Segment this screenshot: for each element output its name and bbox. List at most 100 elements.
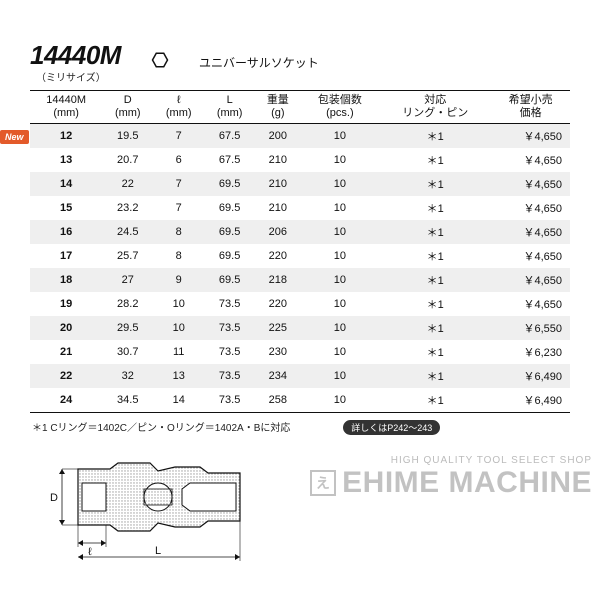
table-cell: 29.5 — [102, 316, 153, 340]
table-cell: 73.5 — [204, 340, 255, 364]
table-cell: ＊1 — [379, 124, 491, 149]
dimension-diagram: D ℓ L — [40, 449, 580, 569]
table-header-line2: (mm) — [34, 107, 98, 120]
table-cell: 69.5 — [204, 172, 255, 196]
table-header-line2: (pcs.) — [305, 107, 376, 120]
table-cell: 73.5 — [204, 316, 255, 340]
table-cell: 10 — [301, 364, 380, 388]
table-cell: ＊1 — [379, 172, 491, 196]
table-cell: ￥4,650 — [491, 196, 570, 220]
model-block: 14440M （ミリサイズ） — [30, 40, 121, 84]
table-header-line1: 包装個数 — [305, 94, 376, 107]
table-cell: ＊1 — [379, 268, 491, 292]
table-cell: 206 — [255, 220, 300, 244]
table-cell: ￥4,650 — [491, 292, 570, 316]
table-cell: 28.2 — [102, 292, 153, 316]
footnote: ＊1 Cリング＝1402C／ピン・Oリング＝1402A・Bに対応 詳しくはP24… — [32, 419, 580, 435]
table-cell: 10 — [301, 172, 380, 196]
table-cell: 210 — [255, 196, 300, 220]
table-cell: 16 — [30, 220, 102, 244]
table-cell: 10 — [153, 316, 204, 340]
table-cell: ￥4,650 — [491, 220, 570, 244]
table-cell: 67.5 — [204, 124, 255, 149]
model-subtitle: （ミリサイズ） — [36, 69, 121, 84]
table-header-cell: 14440M(mm) — [30, 91, 102, 124]
table-cell: 14 — [30, 172, 102, 196]
table-cell: 210 — [255, 172, 300, 196]
table-cell: 15 — [30, 196, 102, 220]
product-name: ユニバーサルソケット — [199, 54, 319, 71]
table-cell: 10 — [301, 316, 380, 340]
table-cell: ＊1 — [379, 148, 491, 172]
table-cell: ￥6,550 — [491, 316, 570, 340]
table-header-line2: (mm) — [208, 107, 251, 120]
table-cell: 69.5 — [204, 268, 255, 292]
table-row: 22321373.523410＊1￥6,490 — [30, 364, 570, 388]
table-row: 1725.7869.522010＊1￥4,650 — [30, 244, 570, 268]
spec-table: 14440M(mm)D(mm)ℓ(mm)L(mm)重量(g)包装個数(pcs.)… — [30, 90, 570, 413]
table-cell: 73.5 — [204, 388, 255, 413]
table-header-line1: 対応 — [383, 94, 487, 107]
table-cell: 19 — [30, 292, 102, 316]
table-cell: 30.7 — [102, 340, 153, 364]
detail-badge: 詳しくはP242～243 — [343, 420, 440, 435]
table-cell: ￥4,650 — [491, 124, 570, 149]
table-cell: 10 — [301, 220, 380, 244]
table-header-line1: 希望小売 — [495, 94, 566, 107]
table-cell: 230 — [255, 340, 300, 364]
table-cell: 12 — [30, 124, 102, 149]
table-cell: 10 — [301, 196, 380, 220]
table-cell: 69.5 — [204, 244, 255, 268]
table-cell: ￥4,650 — [491, 148, 570, 172]
table-cell: 13 — [30, 148, 102, 172]
table-cell: ＊1 — [379, 244, 491, 268]
footnote-text: ＊1 Cリング＝1402C／ピン・Oリング＝1402A・Bに対応 — [32, 423, 290, 434]
table-row: 1928.21073.522010＊1￥4,650 — [30, 292, 570, 316]
table-header-cell: 包装個数(pcs.) — [301, 91, 380, 124]
table-cell: 19.5 — [102, 124, 153, 149]
table-header-cell: 重量(g) — [255, 91, 300, 124]
table-cell: 7 — [153, 124, 204, 149]
header: 14440M （ミリサイズ） ユニバーサルソケット — [30, 40, 580, 84]
model-number: 14440M — [30, 40, 121, 71]
diagram-label-L: L — [155, 545, 161, 557]
table-cell: ＊1 — [379, 388, 491, 413]
table-header-cell: L(mm) — [204, 91, 255, 124]
table-cell: 27 — [102, 268, 153, 292]
table-cell: 225 — [255, 316, 300, 340]
table-cell: 8 — [153, 220, 204, 244]
table-header-cell: ℓ(mm) — [153, 91, 204, 124]
table-header-line1: 14440M — [34, 94, 98, 107]
table-header-cell: 対応リング・ピン — [379, 91, 491, 124]
table-row: 1320.7667.521010＊1￥4,650 — [30, 148, 570, 172]
table-cell: 220 — [255, 244, 300, 268]
new-badge: New — [0, 130, 29, 144]
table-header-line1: D — [106, 94, 149, 107]
table-cell: 73.5 — [204, 292, 255, 316]
table-cell: 24.5 — [102, 220, 153, 244]
table-cell: 18 — [30, 268, 102, 292]
table-cell: 17 — [30, 244, 102, 268]
table-cell: 20.7 — [102, 148, 153, 172]
table-cell: 10 — [301, 340, 380, 364]
table-cell: ＊1 — [379, 340, 491, 364]
table-cell: 10 — [153, 292, 204, 316]
table-cell: ￥6,230 — [491, 340, 570, 364]
table-cell: 7 — [153, 196, 204, 220]
table-cell: 25.7 — [102, 244, 153, 268]
table-cell: 24 — [30, 388, 102, 413]
table-header-line2: リング・ピン — [383, 107, 487, 120]
table-cell: 220 — [255, 292, 300, 316]
table-header-line1: 重量 — [259, 94, 296, 107]
table-row: 1624.5869.520610＊1￥4,650 — [30, 220, 570, 244]
table-row: 1422769.521010＊1￥4,650 — [30, 172, 570, 196]
table-header-cell: 希望小売価格 — [491, 91, 570, 124]
table-cell: ＊1 — [379, 364, 491, 388]
diagram-label-d: D — [50, 492, 58, 504]
table-cell: 10 — [301, 124, 380, 149]
table-cell: 69.5 — [204, 196, 255, 220]
table-cell: 8 — [153, 244, 204, 268]
table-cell: 23.2 — [102, 196, 153, 220]
table-header-line1: ℓ — [157, 94, 200, 107]
table-header-line2: 価格 — [495, 107, 566, 120]
